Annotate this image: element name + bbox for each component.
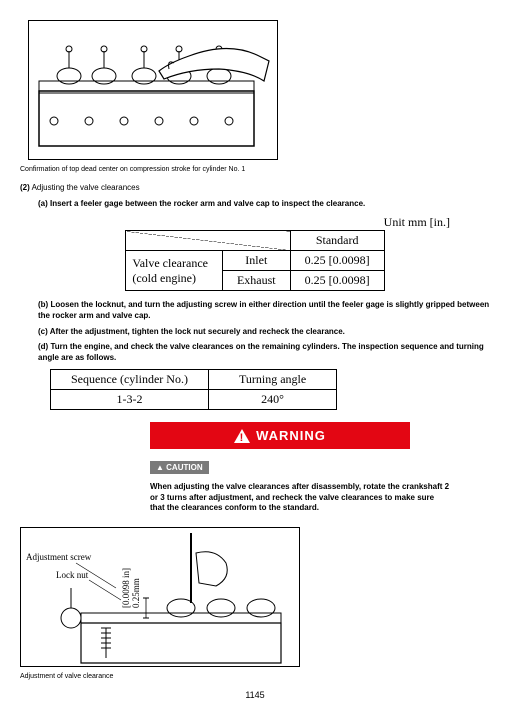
substep-c-text: (c) After the adjustment, tighten the lo…	[38, 327, 345, 336]
svg-text:Lock nut: Lock nut	[56, 570, 89, 580]
figure-2: Adjustment screw Lock nut 0.25mm [0.0098…	[20, 527, 300, 667]
warning-icon: !	[234, 429, 250, 443]
clearance-table: Standard Valve clearance (cold engine) I…	[125, 230, 384, 291]
table1-header: Standard	[290, 231, 384, 251]
step-2-title: Adjusting the valve clearances	[32, 183, 140, 192]
svg-text:0.25mm: 0.25mm	[131, 579, 141, 609]
table2-v2: 240°	[208, 390, 336, 410]
substep-d-text: (d) Turn the engine, and check the valve…	[38, 342, 484, 362]
table1-diag	[126, 231, 290, 251]
sequence-table: Sequence (cylinder No.) Turning angle 1-…	[50, 369, 337, 410]
unit-label-1: Unit mm [in.]	[20, 215, 450, 230]
substep-d: (d) Turn the engine, and check the valve…	[38, 341, 490, 363]
caution-label: CAUTION	[166, 463, 202, 472]
substep-c: (c) After the adjustment, tighten the lo…	[38, 326, 490, 337]
svg-text:!: !	[240, 432, 245, 443]
substep-a: (a) Insert a feeler gage between the roc…	[38, 198, 490, 209]
table1-rowlabel1: Valve clearance	[132, 256, 208, 270]
warning-bar: ! WARNING	[150, 422, 410, 449]
table2-v1: 1-3-2	[51, 390, 209, 410]
warning-label: WARNING	[256, 428, 326, 443]
page-number: 1145	[20, 690, 490, 700]
caution-bar: ▲ CAUTION	[150, 461, 209, 474]
step-2: (2) Adjusting the valve clearances	[20, 183, 490, 192]
table2-h1: Sequence (cylinder No.)	[51, 370, 209, 390]
table1-val1: 0.25 [0.0098]	[290, 251, 384, 271]
caution-tri-icon: ▲	[156, 463, 164, 472]
step-2-num: (2)	[20, 183, 30, 192]
figure-1-caption: Confirmation of top dead center on compr…	[20, 166, 490, 173]
svg-text:Adjustment screw: Adjustment screw	[26, 552, 92, 562]
substep-a-text: (a) Insert a feeler gage between the roc…	[38, 199, 365, 208]
figure-2-caption: Adjustment of valve clearance	[20, 673, 490, 680]
substep-b-text: (b) Loosen the locknut, and turn the adj…	[38, 300, 489, 320]
table1-val2: 0.25 [0.0098]	[290, 271, 384, 291]
table1-rowlabel2: (cold engine)	[132, 271, 196, 285]
table1-exhaust: Exhaust	[222, 271, 290, 291]
substep-b: (b) Loosen the locknut, and turn the adj…	[38, 299, 490, 321]
table1-inlet: Inlet	[222, 251, 290, 271]
table2-h2: Turning angle	[208, 370, 336, 390]
figure-1	[28, 20, 278, 160]
svg-text:[0.0098 in]: [0.0098 in]	[121, 568, 131, 608]
caution-text: When adjusting the valve clearances afte…	[150, 482, 450, 513]
